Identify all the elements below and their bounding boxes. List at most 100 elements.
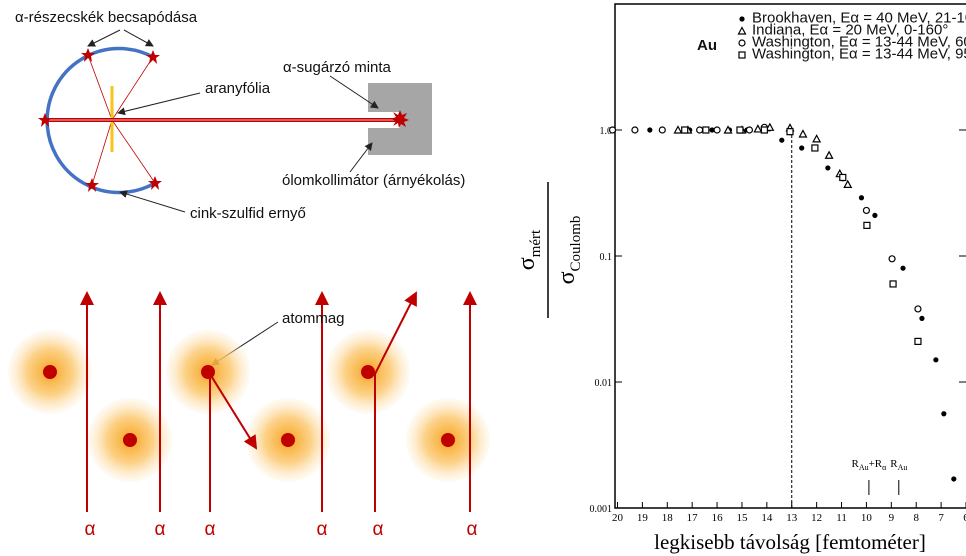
y-tick-label: 0.01 [595,378,613,389]
x-tick-label: 13 [786,512,798,524]
symbol: σ [554,271,580,284]
point [933,357,939,363]
x-tick-label: 14 [761,512,773,524]
point [839,173,847,182]
point [825,165,831,171]
alpha-label: α [85,519,96,540]
point [811,144,819,152]
symbol: +R [869,458,883,470]
radius-label: RAu+Rα [851,458,887,472]
screen-label: cink-szulfid ernyő [190,205,306,222]
point [608,126,617,134]
y-tick-label: 0.1 [600,252,613,263]
point [696,126,704,134]
legend-label: Washington, Eα = 13-44 MeV, 95° [752,46,966,63]
point [872,212,878,219]
point [723,125,733,134]
point [702,126,710,134]
legend-label: Washington, Eα = 13-44 MeV, 60° [752,34,966,51]
x-tick-label: 6 [963,512,966,524]
subscript: Au [898,463,908,472]
symbol: R [890,458,898,470]
x-tick-label: 8 [913,512,919,524]
point [889,280,897,288]
legend-label: Brookhaven, Eα = 40 MeV, 21-100° [752,10,966,27]
x-tick-label: 12 [811,512,822,524]
point [863,221,871,229]
plot-frame [614,3,966,509]
alpha-label: α [205,519,216,540]
impact-stars [38,48,409,192]
experiment-diagram: α-részecskék becsapódása α-sugárzó minta… [15,9,465,366]
point [786,128,794,136]
point [736,126,744,134]
alpha-label: α [373,519,384,540]
foil-label: aranyfólia [205,80,271,97]
point [798,129,808,138]
subscript: Coulomb [568,216,584,272]
point [647,127,653,133]
x-tick-label: 19 [637,512,649,524]
alpha-label: α [317,519,328,540]
x-tick-label: 9 [889,512,895,524]
y-label-part: σCoulomb [554,216,584,285]
annotation: Au [697,37,717,54]
point [812,134,822,143]
point [753,124,763,133]
legend-marker [738,39,746,47]
x-tick-label: 10 [861,512,873,524]
symbol: σ [514,257,540,270]
point [914,305,922,313]
x-tick-label: 20 [612,512,624,524]
alpha-paths [80,291,477,512]
point [951,476,957,482]
point [760,126,768,134]
point [709,127,715,133]
y-tick-label: 0.001 [590,504,613,515]
point [941,411,947,417]
point [900,265,906,271]
legend-marker [738,51,746,59]
symbol: R [851,458,859,470]
point [824,150,834,159]
impact-label: α-részecskék becsapódása [15,9,198,26]
nuclei-diagram: atommag α α α α α α [8,291,490,540]
point [765,122,775,131]
point [658,126,666,134]
nucleus-label: atommag [282,310,345,327]
point [914,337,922,346]
point [745,126,754,134]
x-tick-label: 11 [836,512,847,524]
subscript: mért [528,229,544,257]
point [862,206,871,215]
y-label-part: σmért [514,229,544,270]
x-tick-label: 17 [687,512,699,524]
point [799,145,805,151]
legend-marker [739,16,745,22]
x-axis-label: legkisebb távolság [femtométer] [654,530,926,554]
x-tick-label: 7 [938,512,944,524]
radius-label: RAu [890,458,907,472]
point [631,126,639,134]
subscript: Au [859,463,869,472]
point [919,315,925,321]
alpha-labels: α α α α α α [85,519,478,540]
source-label: α-sugárzó minta [283,59,392,76]
alpha-label: α [467,519,478,540]
point [713,126,721,134]
x-tick-label: 15 [736,512,748,524]
point [888,255,896,263]
alpha-label: α [155,519,166,540]
collimator-label: ólomkollimátor (árnyékolás) [282,172,465,189]
x-tick-label: 16 [712,512,724,524]
point [779,137,785,143]
nucleus-clouds [8,330,490,482]
subscript: α [882,463,887,472]
point [673,125,683,134]
point [858,195,865,201]
point [681,126,689,134]
x-tick-label: 18 [662,512,674,524]
